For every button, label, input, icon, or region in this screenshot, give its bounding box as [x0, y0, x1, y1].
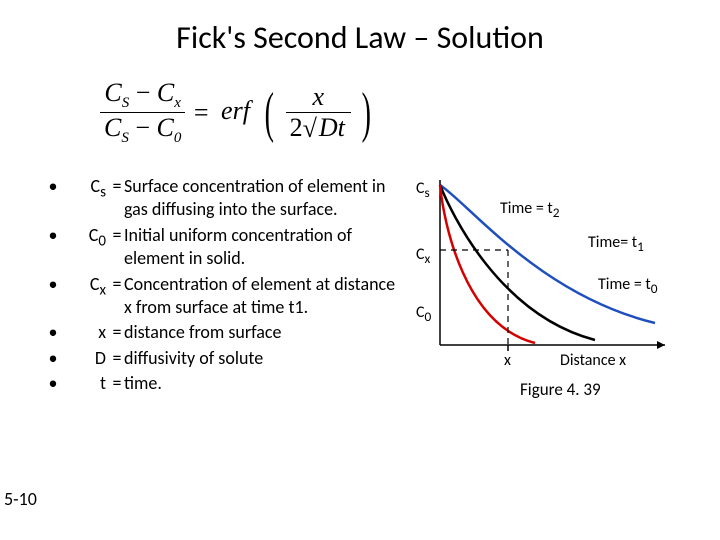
y-label-Cs: Cs: [416, 179, 430, 201]
curve-label-1: Time= t1: [588, 233, 644, 255]
definition-item: •Cx=Concentration of element at distance…: [40, 273, 400, 320]
equation: CS − Cx CS − C0 = erf ( x 2√Dt ): [100, 78, 376, 147]
x-axis-label: Distance x: [560, 351, 626, 370]
definition-item: •Cs=Surface concentration of element in …: [40, 175, 400, 222]
slide-title: Fick's Second Law – Solution: [0, 0, 720, 57]
x-tick-label: x: [504, 351, 511, 370]
definition-item: •C0=Initial uniform concentration of ele…: [40, 224, 400, 271]
y-label-C0: C0: [416, 303, 431, 325]
definitions-list: •Cs=Surface concentration of element in …: [40, 175, 400, 415]
curve-label-2: Time = t0: [598, 275, 658, 297]
slide-number: 5-10: [4, 488, 37, 510]
y-label-Cx: Cx: [416, 245, 430, 267]
curve-label-0: Time = t2: [500, 199, 560, 221]
figure-caption: Figure 4. 39: [520, 379, 601, 400]
definition-item: •D=diffusivity of solute: [40, 347, 400, 370]
definition-item: •x=distance from surface: [40, 321, 400, 344]
diffusion-chart: Cs Cx C0 x Distance x Time = t2 Time= t1 Time =…: [410, 175, 690, 415]
definition-item: •t=time.: [40, 372, 400, 395]
